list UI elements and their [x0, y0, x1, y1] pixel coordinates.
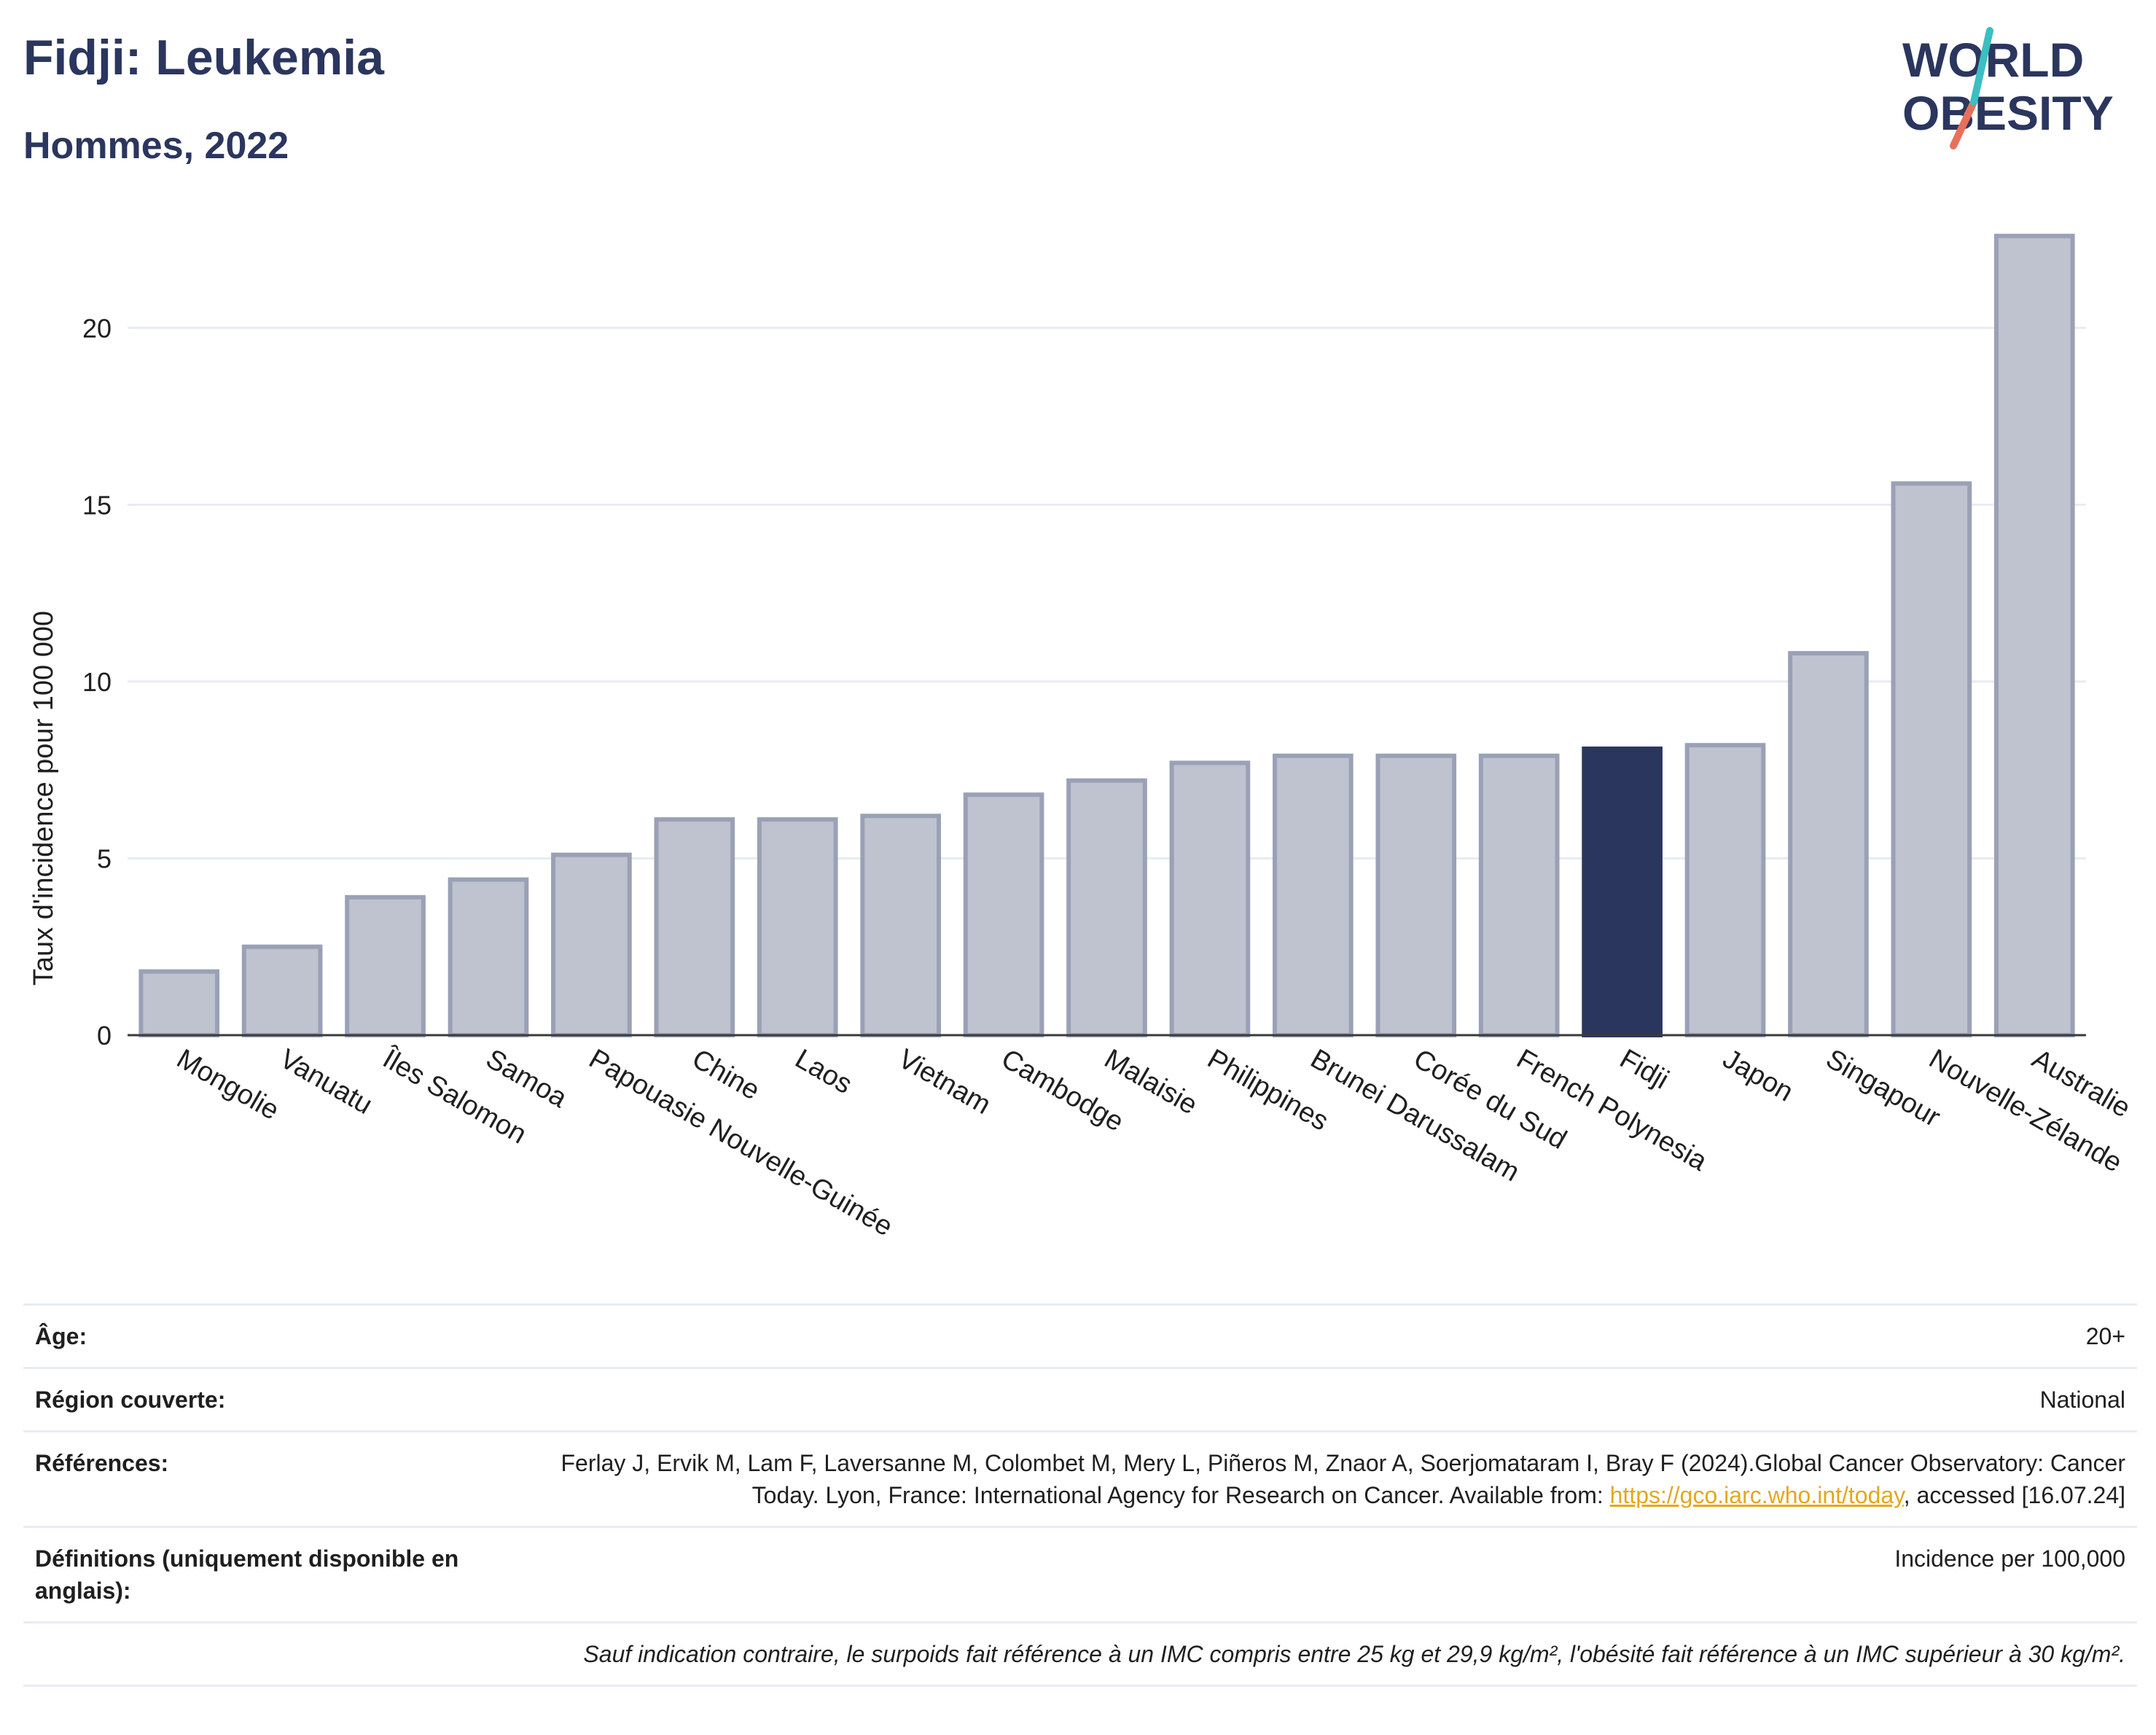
y-tick-label: 10	[82, 667, 112, 697]
chart-title: Fidji: Leukemia	[23, 30, 384, 85]
x-tick-label: French Polynesia	[1512, 1043, 1713, 1177]
info-row-references: Références: Ferlay J, Ervik M, Lam F, La…	[23, 1430, 2137, 1527]
y-tick-label: 15	[82, 490, 112, 520]
bar	[860, 814, 941, 1037]
info-value-references: Ferlay J, Ervik M, Lam F, Laversanne M, …	[528, 1430, 2137, 1527]
info-value-region: National	[528, 1367, 2137, 1432]
references-text: Ferlay J, Ervik M, Lam F, Laversanne M, …	[561, 1450, 2125, 1508]
bar	[1273, 753, 1354, 1038]
y-tick-label: 20	[82, 313, 112, 343]
info-value-definitions: Incidence per 100,000	[528, 1526, 2137, 1623]
info-label-definitions: Définitions (uniquement disponible en an…	[23, 1526, 528, 1623]
info-label-age: Âge:	[23, 1303, 528, 1368]
references-link[interactable]: https://gco.iarc.who.int/today	[1609, 1482, 1904, 1508]
x-tick-label: Fidji	[1614, 1043, 1673, 1095]
bar	[757, 817, 838, 1037]
info-label-references: Références:	[23, 1430, 528, 1527]
bar	[345, 894, 426, 1037]
bar	[1891, 481, 1972, 1037]
info-label-region: Région couverte:	[23, 1367, 528, 1432]
info-row-region: Région couverte: National	[23, 1367, 2137, 1432]
info-table: Âge: 20+ Région couverte: National Référ…	[23, 1303, 2137, 1687]
bar	[138, 969, 220, 1038]
logo-slash-teal	[1970, 27, 1993, 106]
x-tick-label: Laos	[790, 1043, 857, 1100]
bar	[551, 852, 632, 1037]
bar	[1478, 753, 1560, 1038]
info-value-age: 20+	[528, 1303, 2137, 1368]
x-tick-label: Chine	[687, 1043, 765, 1106]
x-tick-label: Japon	[1718, 1043, 1799, 1107]
bar	[1169, 760, 1251, 1038]
bar	[654, 817, 735, 1037]
bar	[1375, 753, 1457, 1038]
y-tick-label: 5	[97, 843, 112, 873]
info-row-age: Âge: 20+	[23, 1303, 2137, 1368]
chart-subtitle: Hommes, 2022	[23, 125, 289, 167]
y-axis-ticks: 0 5 10 15 20	[82, 313, 112, 1050]
x-tick-label: Vietnam	[893, 1043, 996, 1120]
bar	[1993, 233, 2075, 1038]
logo-text-world: WORLD	[1902, 33, 2084, 87]
bar	[1066, 778, 1147, 1037]
bars	[138, 233, 2075, 1038]
bar	[1788, 651, 1869, 1037]
world-obesity-logo: WORLD OBESITY	[1902, 27, 2114, 149]
x-tick-label: Vanuatu	[275, 1043, 378, 1120]
bar	[241, 944, 323, 1037]
bar	[963, 792, 1044, 1038]
info-note: Sauf indication contraire, le surpoids f…	[23, 1621, 2137, 1687]
logo-slash-red	[1950, 98, 1977, 149]
y-tick-label: 0	[97, 1021, 112, 1050]
x-tick-label: Singapour	[1821, 1043, 1945, 1133]
x-tick-label: Mongolie	[171, 1043, 284, 1126]
y-axis-title: Taux d'incidence pour 100 000	[28, 611, 59, 986]
x-tick-label: Nouvelle-Zélande	[1923, 1043, 2127, 1178]
info-row-definitions: Définitions (uniquement disponible en an…	[23, 1526, 2137, 1623]
bar	[1684, 743, 1766, 1037]
info-row-note: Sauf indication contraire, le surpoids f…	[23, 1621, 2137, 1687]
logo-text-obesity: OBESITY	[1902, 86, 2114, 140]
references-text-after: , accessed [16.07.24]	[1903, 1482, 2125, 1508]
bar	[1582, 746, 1663, 1037]
bar	[448, 877, 529, 1038]
